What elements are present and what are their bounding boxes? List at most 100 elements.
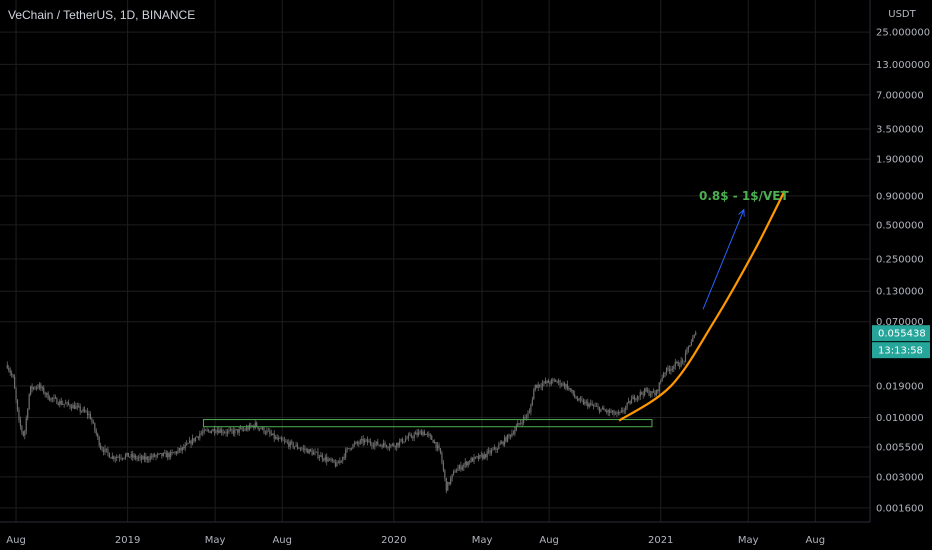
price-axis[interactable]: 25.000000 13.000000 7.000000 3.500000 1.9000…	[876, 28, 930, 515]
candle-body	[143, 456, 145, 460]
candle-body	[425, 434, 427, 436]
candle-body	[168, 453, 170, 458]
target-arrow[interactable]	[702, 208, 745, 310]
candle-body	[415, 432, 417, 435]
candle-body	[641, 392, 643, 394]
candle-body	[609, 410, 611, 413]
candle-body	[681, 360, 684, 362]
candle-body	[505, 437, 507, 442]
candle-body	[396, 442, 398, 448]
candle-body	[142, 456, 144, 460]
candle-body	[286, 441, 288, 443]
candle-body	[197, 436, 199, 438]
candle-body	[178, 448, 180, 451]
y-tick-label: 0.001600	[876, 503, 924, 514]
candle-body	[240, 428, 242, 430]
candle-body	[135, 455, 137, 459]
candle-body	[317, 451, 319, 458]
candle-body	[221, 429, 223, 433]
candle-body	[159, 453, 162, 454]
candle-body	[329, 458, 331, 460]
candle-body	[81, 411, 83, 413]
candle-body	[126, 452, 128, 456]
candle-body	[108, 452, 110, 458]
candle-body	[401, 438, 404, 443]
y-tick-label: 25.000000	[876, 28, 930, 39]
candle-body	[266, 430, 268, 434]
range-box[interactable]	[202, 419, 653, 428]
candle-body	[660, 380, 662, 383]
candle-body	[181, 447, 183, 451]
candle-body	[578, 398, 580, 401]
candle-body	[382, 442, 385, 448]
candle-body	[339, 460, 341, 464]
candle-body	[40, 384, 42, 389]
candle-body	[585, 401, 587, 403]
candle-body	[261, 427, 264, 430]
candle-body	[60, 401, 62, 405]
candle-body	[661, 377, 663, 381]
y-tick-label: 0.900000	[876, 191, 924, 202]
candle-body	[528, 411, 531, 414]
candle-body	[13, 376, 16, 389]
candle-body	[37, 387, 39, 389]
candle-body	[417, 432, 420, 436]
candle-body	[340, 460, 342, 462]
candle-body	[124, 455, 127, 459]
candle-body	[686, 348, 688, 353]
candle-body	[65, 403, 67, 405]
candle-body	[546, 380, 548, 384]
candle-body	[654, 392, 656, 396]
candle-body	[213, 428, 216, 433]
candle-body	[146, 456, 148, 460]
candle-body	[455, 470, 458, 473]
candle-body	[375, 441, 377, 444]
candle-body	[511, 433, 513, 437]
candle-body	[506, 434, 509, 442]
candle-body	[638, 396, 640, 398]
candle-body	[314, 451, 316, 453]
candle-body	[183, 447, 185, 449]
candle-body	[404, 439, 407, 442]
candle-body	[76, 405, 78, 407]
candle-body	[323, 459, 325, 461]
candle-body	[521, 422, 523, 424]
candle-body	[463, 464, 465, 468]
candle-body	[212, 428, 214, 432]
candle-body	[668, 369, 671, 371]
candle-body	[419, 431, 421, 433]
candle-body	[154, 454, 156, 457]
candle-body	[364, 440, 366, 443]
time-axis[interactable]: Aug 2019 May Aug 2020 May Aug 2021 May Aug	[6, 535, 825, 546]
candle-body	[32, 387, 35, 389]
candle-body	[366, 439, 369, 443]
candle-body	[422, 431, 424, 436]
candle-body	[467, 461, 469, 466]
candle-body	[579, 398, 582, 400]
x-tick-label: May	[472, 535, 493, 546]
candle-body	[260, 428, 262, 430]
candle-body	[232, 430, 234, 434]
candle-body	[504, 437, 506, 445]
candle-body	[558, 380, 560, 382]
candle-body	[202, 432, 204, 434]
candle-body	[655, 389, 657, 396]
candle-body	[345, 450, 347, 458]
candle-body	[560, 385, 563, 386]
candle-body	[664, 373, 666, 375]
candle-body	[549, 383, 551, 384]
candle-body	[30, 385, 32, 395]
candle-body	[517, 423, 519, 427]
candle-body	[695, 332, 697, 335]
candle-body	[480, 454, 482, 456]
candle-body	[486, 451, 488, 458]
candle-body	[229, 429, 232, 431]
candle-body	[184, 445, 186, 449]
candle-body	[272, 433, 274, 435]
candle-body	[86, 411, 89, 416]
candle-body	[482, 454, 484, 459]
parabolic-curve[interactable]	[618, 190, 786, 422]
candle-body	[158, 453, 160, 455]
candle-body	[684, 352, 687, 362]
